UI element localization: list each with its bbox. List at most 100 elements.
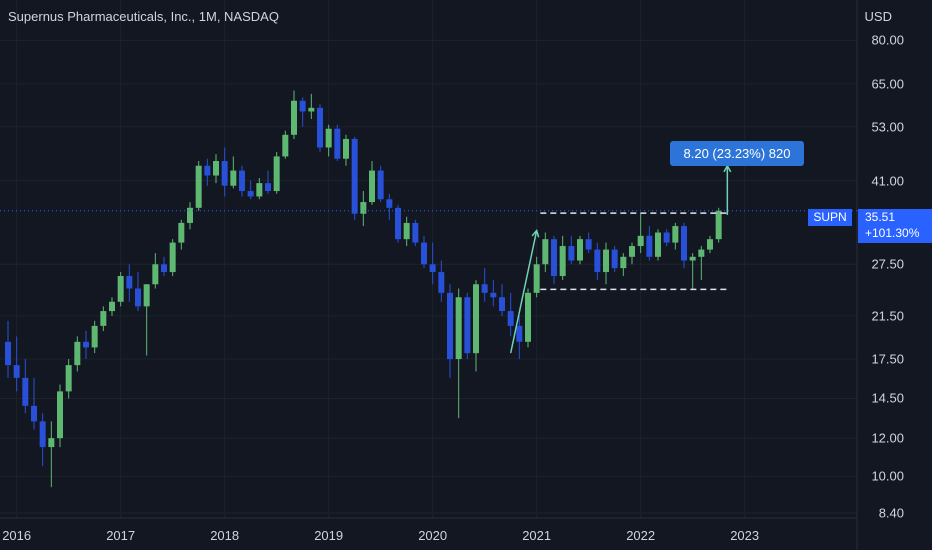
candle-body: [663, 232, 670, 243]
candle-body: [143, 284, 150, 307]
candle-body: [447, 292, 453, 360]
price-tick-label: 53.00: [871, 119, 904, 135]
time-tick-label: 2018: [210, 528, 240, 543]
candle-body: [48, 438, 55, 448]
candle-body: [57, 391, 63, 439]
price-tick-label: 14.50: [871, 390, 904, 406]
candle-body: [31, 405, 37, 422]
candle-body: [551, 239, 557, 277]
candle-body: [334, 128, 341, 159]
time-tick-label: 2016: [2, 528, 32, 543]
candle-body: [681, 226, 687, 261]
candle-body: [594, 249, 601, 273]
candle-body: [74, 341, 81, 366]
candle-body: [611, 249, 618, 269]
candle-body: [698, 249, 705, 257]
candle-body: [135, 288, 141, 307]
measure-arrow-up-left: [509, 230, 538, 354]
candle-body: [620, 256, 627, 269]
candle-body: [126, 276, 133, 289]
price-tick-label: 21.50: [871, 308, 904, 324]
candle-body: [438, 272, 445, 293]
candle-body: [655, 232, 661, 257]
candle-body: [429, 264, 436, 273]
time-tick-label: 2020: [418, 528, 448, 543]
time-tick-label: 2022: [626, 528, 656, 543]
candle-body: [13, 365, 20, 378]
candle-body: [637, 235, 644, 247]
candle-body: [585, 239, 592, 250]
price-tick-label: 41.00: [871, 173, 904, 189]
candle-body: [351, 138, 358, 214]
candle-body: [689, 256, 696, 261]
candle-body: [603, 249, 609, 273]
measure-callout[interactable]: 8.20 (23.23%) 820: [670, 141, 804, 166]
candle-body: [577, 239, 583, 261]
candle-body: [568, 246, 575, 261]
candle-body: [239, 170, 245, 192]
candle-body: [5, 341, 11, 366]
candle-body: [308, 107, 315, 112]
price-tick-label: 80.00: [871, 32, 904, 48]
candle-body: [421, 242, 427, 265]
candle-body: [360, 202, 367, 214]
candle-body: [273, 156, 280, 192]
candle-body: [213, 161, 219, 176]
candle-body: [464, 297, 471, 354]
candle-body: [499, 297, 505, 312]
price-tick-label: 65.00: [871, 76, 904, 92]
candle-body: [525, 292, 531, 342]
candle-body: [473, 284, 479, 354]
candle-body: [343, 138, 349, 159]
candle-body: [707, 239, 713, 250]
candle-body: [672, 226, 679, 243]
last-price-label: 35.51 +101.30%: [858, 209, 932, 243]
candle-body: [455, 297, 462, 360]
candle-body: [507, 311, 514, 326]
candle-body: [646, 235, 653, 257]
candle-body: [291, 100, 297, 135]
candle-body: [629, 246, 635, 257]
candle-body: [247, 191, 254, 197]
candle-body: [559, 246, 566, 277]
candle-body: [395, 207, 401, 240]
candle-body: [256, 183, 263, 197]
candle-body: [481, 284, 488, 293]
candle-body: [117, 276, 124, 302]
candle-body: [299, 100, 306, 112]
candle-body: [195, 165, 202, 208]
candle-body: [22, 377, 29, 406]
candle-body: [161, 264, 167, 273]
price-change-value: +101.30%: [865, 226, 920, 240]
candle-body: [100, 311, 107, 326]
candle-body: [187, 207, 193, 223]
candle-body: [265, 183, 271, 192]
candle-body: [490, 292, 497, 298]
candle-body: [369, 170, 375, 203]
candle-body: [109, 301, 115, 312]
candle-body: [91, 325, 98, 348]
time-tick-label: 2019: [314, 528, 344, 543]
time-tick-label: 2023: [730, 528, 760, 543]
candle-body: [715, 210, 722, 240]
price-tick-label: 10.00: [871, 468, 904, 484]
candle-body: [533, 264, 540, 293]
candle-body: [377, 170, 384, 200]
candle-body: [178, 222, 185, 243]
chart-title: Supernus Pharmaceuticals, Inc., 1M, NASD…: [8, 9, 279, 24]
candle-body: [412, 222, 419, 243]
time-tick-label: 2021: [522, 528, 552, 543]
candle-body: [325, 128, 332, 148]
price-tick-label: 8.40: [878, 505, 904, 521]
price-tick-label: 17.50: [871, 351, 904, 367]
candle-body: [403, 222, 410, 240]
time-tick-label: 2017: [106, 528, 136, 543]
last-price-value: 35.51: [865, 210, 896, 224]
candle-body: [282, 134, 289, 157]
candle-body: [317, 107, 323, 148]
candle-body: [516, 325, 523, 342]
candle-body: [39, 421, 46, 448]
currency-unit: USD: [864, 9, 892, 24]
candle-body: [65, 365, 72, 392]
